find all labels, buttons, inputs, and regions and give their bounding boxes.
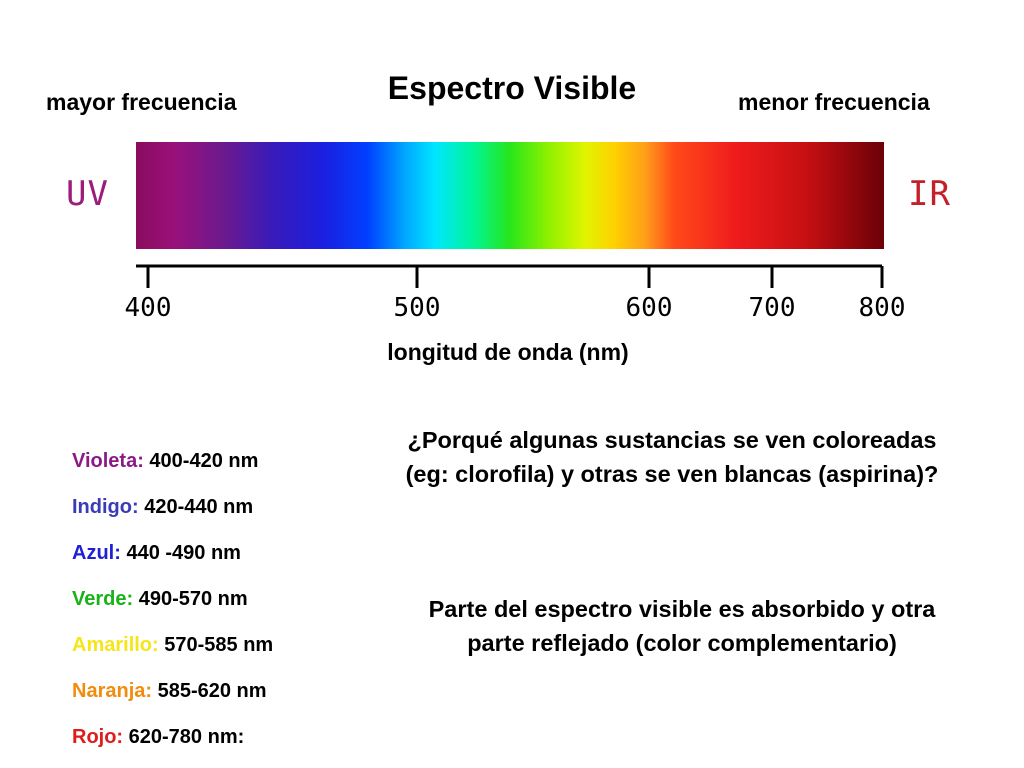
color-ranges-list: Violeta: 400-420 nm Indigo: 420-440 nm Azu… <box>72 448 273 768</box>
axis-tick-label-400: 400 <box>125 293 172 323</box>
question-text: ¿Porqué algunas sustancias se ven colore… <box>405 427 939 487</box>
lower-frequency-label: menor frecuencia <box>738 89 930 115</box>
wavelength-axis: 400 500 600 700 800 <box>110 258 910 328</box>
color-range-name: Violeta: <box>72 450 144 472</box>
spectrum-bar <box>136 142 884 249</box>
color-range-item: Verde: 490-570 nm <box>72 586 273 632</box>
color-range-name: Naranja: <box>72 680 153 702</box>
axis-svg: 400 500 600 700 800 <box>125 264 906 323</box>
higher-frequency-label: mayor frecuencia <box>46 89 237 115</box>
color-range-name: Rojo: <box>72 726 124 748</box>
axis-tick-label-800: 800 <box>859 293 906 323</box>
color-range-value: 440 -490 nm <box>120 542 241 564</box>
axis-tick-label-600: 600 <box>626 293 673 323</box>
color-range-value: 400-420 nm <box>143 450 259 472</box>
color-range-value: 570-585 nm <box>158 634 274 656</box>
color-range-item: Azul: 440 -490 nm <box>72 540 273 586</box>
axis-tick-label-700: 700 <box>749 293 796 323</box>
color-range-name: Amarillo: <box>72 634 159 656</box>
color-range-name: Azul: <box>72 542 121 564</box>
color-range-value: 620-780 nm: <box>123 726 245 748</box>
color-range-value: 585-620 nm <box>152 680 267 702</box>
color-range-item: Amarillo: 570-585 nm <box>72 632 273 678</box>
color-range-item: Violeta: 400-420 nm <box>72 448 273 494</box>
color-range-item: Naranja: 585-620 nm <box>72 678 273 724</box>
ir-label: IR <box>908 174 951 214</box>
color-range-value: 420-440 nm <box>138 496 254 518</box>
answer-text: Parte del espectro visible es absorbido … <box>428 596 936 656</box>
axis-title: longitud de onda (nm) <box>387 339 629 365</box>
color-range-name: Indigo: <box>72 496 139 518</box>
axis-tick-label-500: 500 <box>394 293 441 323</box>
spectrum-gradient <box>136 142 884 249</box>
color-range-name: Verde: <box>72 588 134 610</box>
color-range-item: Indigo: 420-440 nm <box>72 494 273 540</box>
uv-label: UV <box>66 174 109 214</box>
color-range-item: Rojo: 620-780 nm: <box>72 724 273 768</box>
color-range-value: 490-570 nm <box>133 588 248 610</box>
slide-title: Espectro Visible <box>387 70 637 106</box>
